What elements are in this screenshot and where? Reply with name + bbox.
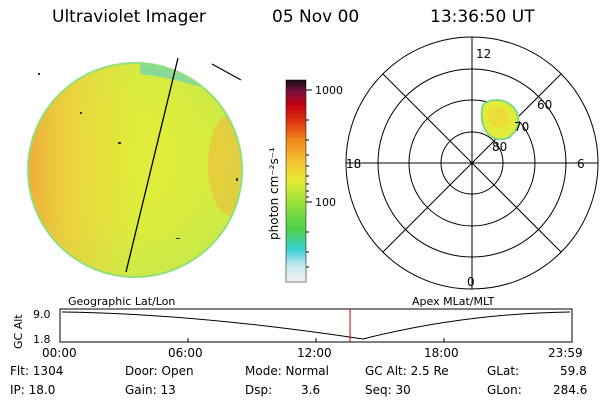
strip-y-tick-top: 9.0 (33, 308, 51, 321)
mlt-label-18: 18 (346, 157, 361, 171)
limb-edge-top (140, 64, 210, 90)
polar-diagonal-b (382, 73, 562, 253)
strip-x-tick-1200: 12:00 (297, 346, 332, 360)
strip-x-tick-0000: 00:00 (42, 346, 77, 360)
time-label: 13:36:50 UT (430, 7, 535, 27)
uv-image (27, 57, 243, 278)
colorbar: 1000 100 photon cm⁻²s⁻¹ (267, 79, 343, 283)
colorbar-tick-100: 100 (315, 196, 336, 209)
glon-label: GLon: (487, 383, 522, 397)
sequence-number: Seq: 30 (365, 383, 411, 397)
strip-right-label: Apex MLat/MLT (412, 295, 495, 308)
dsp-label: Dsp: (245, 383, 273, 397)
altitude-strip: Geographic Lat/Lon Apex MLat/MLT GC Alt … (12, 295, 583, 360)
strip-x-ticks (187, 338, 445, 342)
glon-value: 284.6 (553, 383, 588, 397)
mlt-label-12: 12 (476, 47, 491, 61)
gain-value: Gain: 13 (125, 383, 176, 397)
flight-number: Flt: 1304 (10, 364, 64, 378)
auroral-patch-core (487, 107, 509, 128)
instrument-title: Ultraviolet Imager (52, 7, 206, 27)
dayside-glow-right (208, 115, 241, 215)
door-status: Door: Open (125, 364, 194, 378)
lat-label-80: 80 (492, 140, 507, 154)
dsp-value: 3.6 (301, 383, 321, 397)
altitude-curve (61, 311, 571, 340)
colorbar-tick-1000: 1000 (315, 84, 343, 97)
colorbar-scale (285, 79, 307, 283)
ip-value: IP: 18.0 (10, 383, 56, 397)
glat-label: GLat: (487, 364, 520, 378)
strip-axis-label: GC Alt (12, 314, 25, 349)
mode-status: Mode: Normal (245, 364, 329, 378)
terminator-line (125, 57, 179, 273)
strip-left-label: Geographic Lat/Lon (68, 295, 175, 308)
strip-frame (59, 308, 573, 343)
colorbar-unit-label: photon cm⁻²s⁻¹ (267, 147, 281, 240)
date-label: 05 Nov 00 (272, 7, 360, 27)
colorbar-ticks (306, 89, 312, 268)
dayside-glow-left (29, 64, 135, 276)
glat-value: 59.8 (560, 364, 587, 378)
strip-x-tick-0600: 06:00 (168, 346, 203, 360)
gc-altitude: GC Alt: 2.5 Re (365, 364, 449, 378)
orbit-tick (211, 63, 242, 81)
lat-label-70: 70 (514, 120, 529, 134)
lat-label-60: 60 (537, 98, 552, 112)
mlt-label-0: 0 (467, 275, 475, 289)
strip-x-tick-1800: 18:00 (424, 346, 459, 360)
image-speckles (38, 73, 238, 239)
strip-y-tick-bottom: 1.8 (33, 333, 51, 346)
mlt-label-6: 6 (577, 157, 585, 171)
polar-plot: 12 18 6 0 60 70 80 (345, 36, 599, 290)
strip-x-tick-2359: 23:59 (548, 346, 583, 360)
